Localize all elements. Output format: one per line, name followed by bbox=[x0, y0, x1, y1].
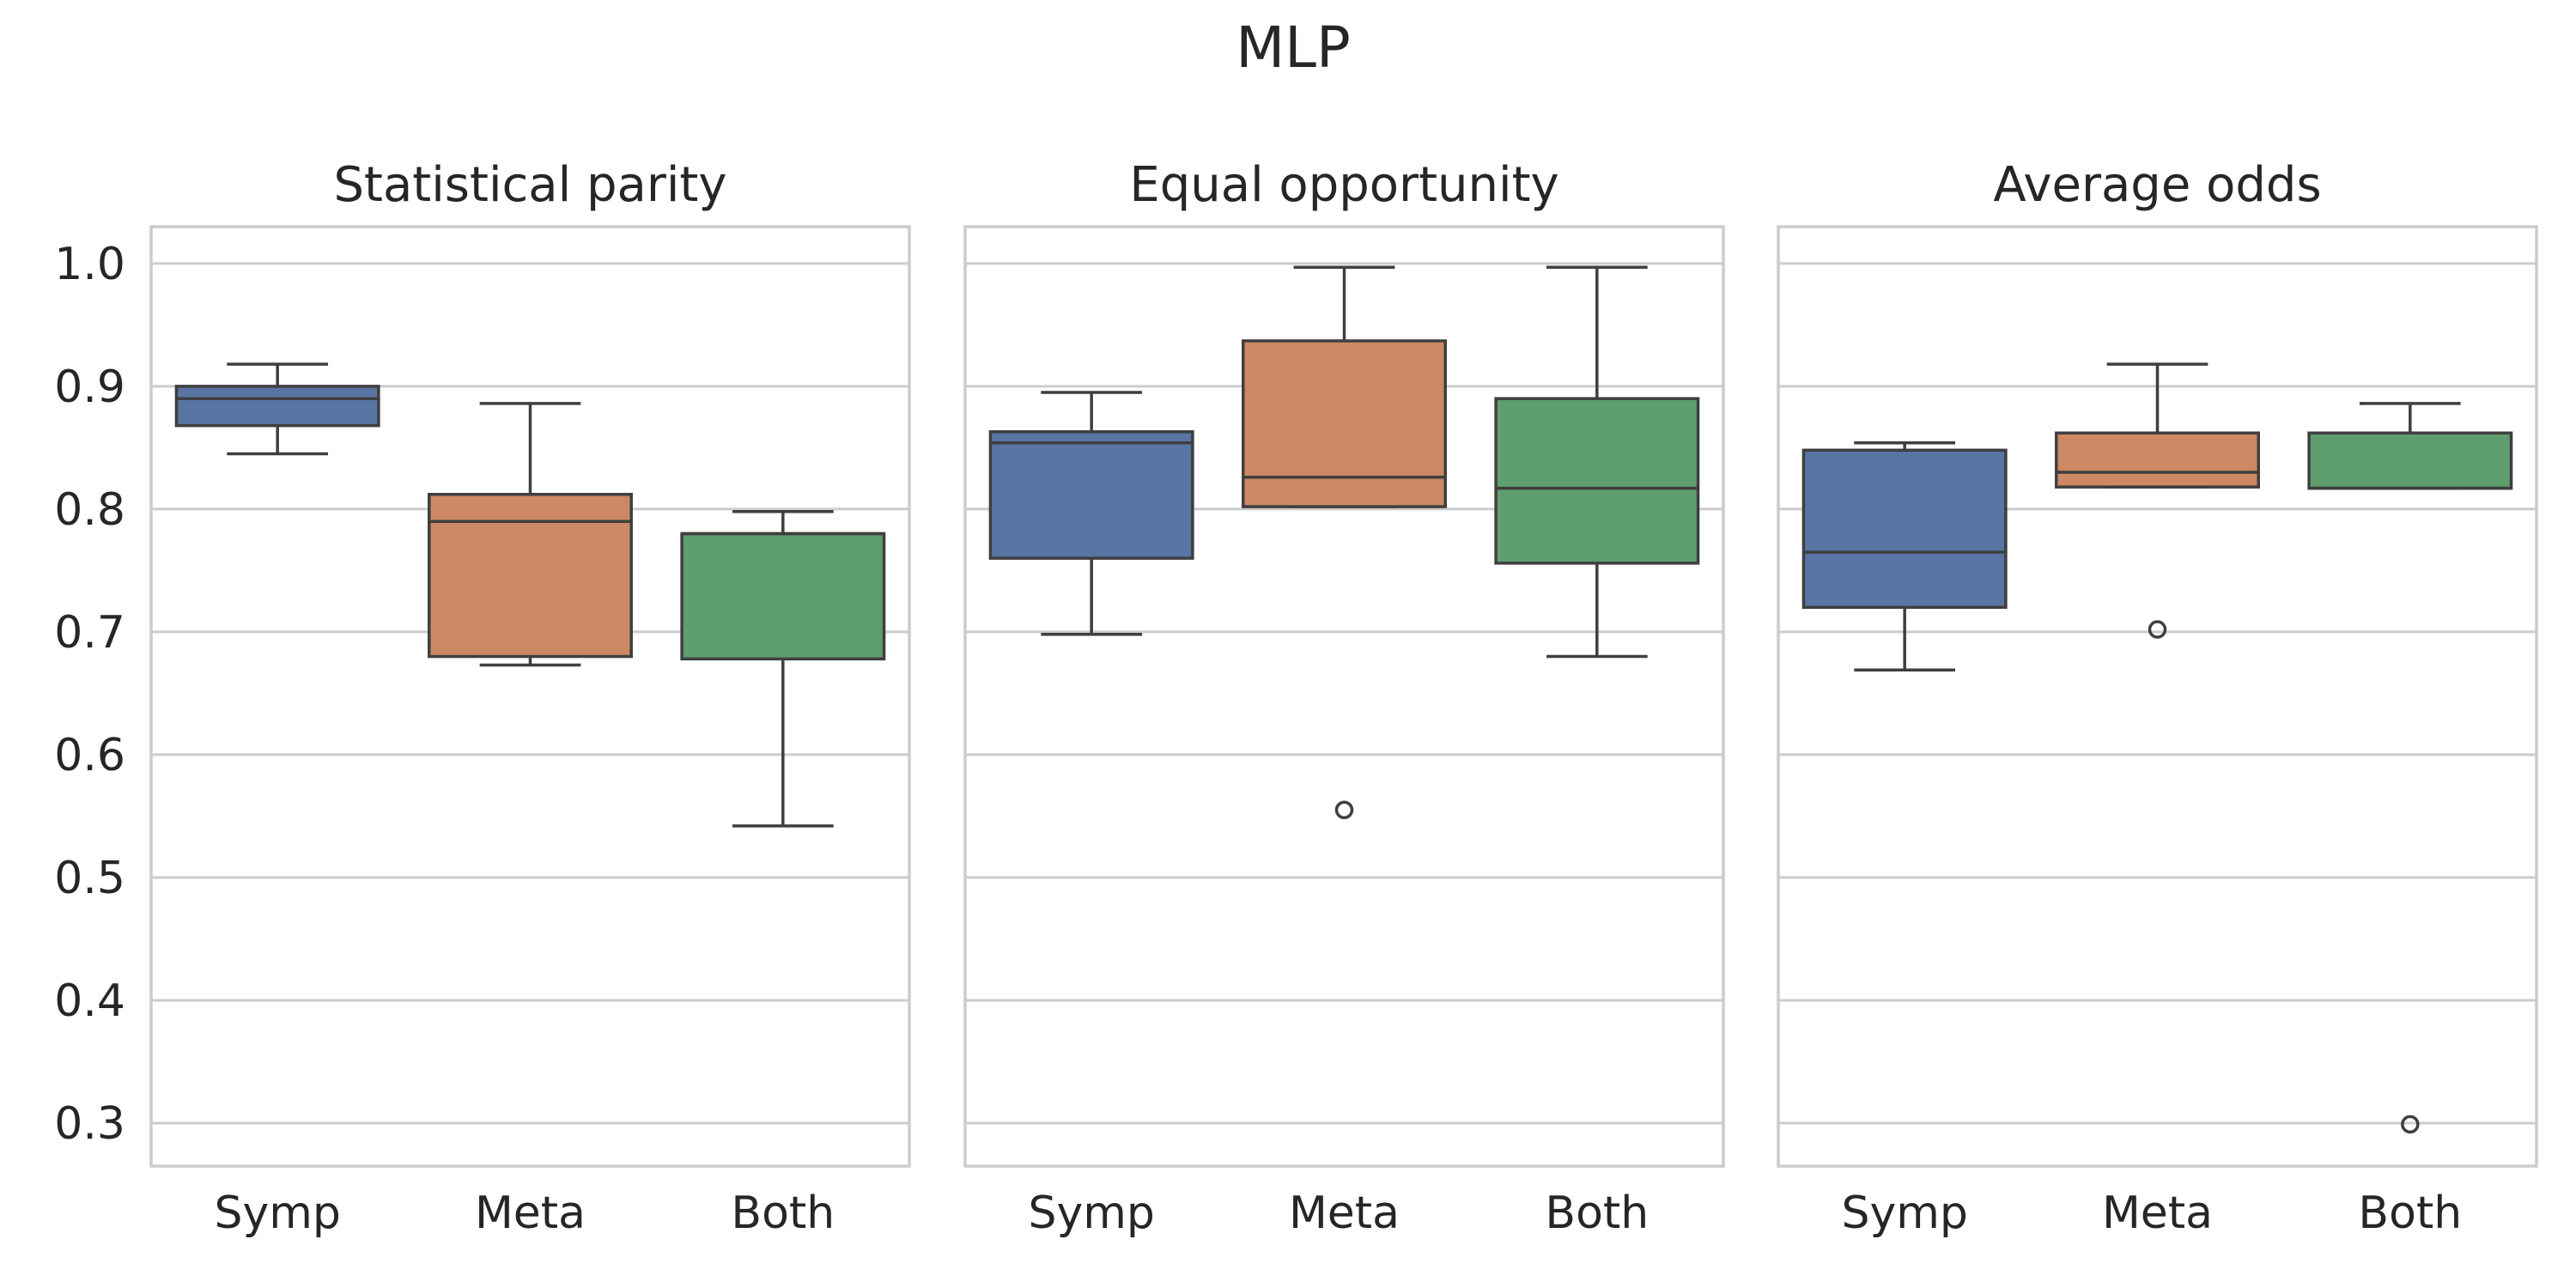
y-tick-label: 0.8 bbox=[54, 484, 125, 536]
panel-1: Statistical parity Symp Meta Both 0.3 0.4 0.5 0… bbox=[54, 157, 911, 1239]
panel-frame bbox=[149, 225, 911, 1168]
x-tick-label-symp: Symp bbox=[214, 1188, 340, 1239]
box-meta bbox=[1242, 265, 1447, 820]
panel-3: Average odds Symp Meta Both bbox=[1777, 157, 2538, 1239]
box-symp bbox=[1801, 440, 2008, 672]
x-tick-label-both: Both bbox=[731, 1188, 835, 1239]
x-tick-label-both: Both bbox=[2358, 1188, 2462, 1239]
box-body bbox=[1801, 448, 2008, 610]
box-body bbox=[174, 385, 380, 428]
box-body bbox=[428, 493, 633, 659]
box-meta bbox=[428, 402, 633, 667]
y-tick-label: 0.9 bbox=[54, 361, 125, 413]
box-both bbox=[2307, 402, 2513, 1134]
y-tick-label: 0.3 bbox=[54, 1098, 125, 1150]
y-tick-label: 0.7 bbox=[54, 607, 125, 659]
box-symp bbox=[174, 362, 380, 456]
box-body bbox=[988, 430, 1194, 560]
box-both bbox=[1494, 265, 1700, 659]
chart-panels: Statistical parity Symp Meta Both 0.3 0.4 0.5 0… bbox=[54, 157, 2538, 1239]
x-tick-label-meta: Meta bbox=[1289, 1188, 1400, 1239]
y-tick-label: 0.6 bbox=[54, 730, 125, 781]
box-meta bbox=[2055, 362, 2260, 639]
y-tick-label: 0.4 bbox=[54, 975, 125, 1027]
panel-title: Statistical parity bbox=[333, 157, 726, 213]
y-tick-label: 0.5 bbox=[54, 853, 125, 904]
x-tick-label-meta: Meta bbox=[2102, 1188, 2213, 1239]
box-body bbox=[1494, 397, 1700, 565]
chart-title: MLP bbox=[1236, 15, 1351, 81]
box-symp bbox=[988, 391, 1194, 636]
panel-frame bbox=[963, 225, 1725, 1168]
x-tick-label-symp: Symp bbox=[1028, 1188, 1154, 1239]
box-body bbox=[2055, 431, 2260, 489]
panel-title: Equal opportunity bbox=[1129, 157, 1558, 213]
box-body bbox=[2307, 431, 2513, 490]
outlier-point bbox=[2148, 620, 2167, 639]
outlier-point bbox=[2401, 1115, 2420, 1134]
box-both bbox=[680, 510, 886, 828]
y-tick-label: 1.0 bbox=[54, 239, 125, 290]
outlier-point bbox=[1334, 800, 1354, 820]
x-tick-label-meta: Meta bbox=[475, 1188, 586, 1239]
panel-2: Equal opportunity Symp Meta Both bbox=[963, 157, 1725, 1239]
x-tick-label-both: Both bbox=[1545, 1188, 1649, 1239]
panel-title: Average odds bbox=[1993, 157, 2321, 213]
x-tick-label-symp: Symp bbox=[1841, 1188, 1967, 1239]
box-body bbox=[680, 532, 886, 661]
panel-frame bbox=[1777, 225, 2538, 1168]
box-body bbox=[1242, 339, 1447, 508]
